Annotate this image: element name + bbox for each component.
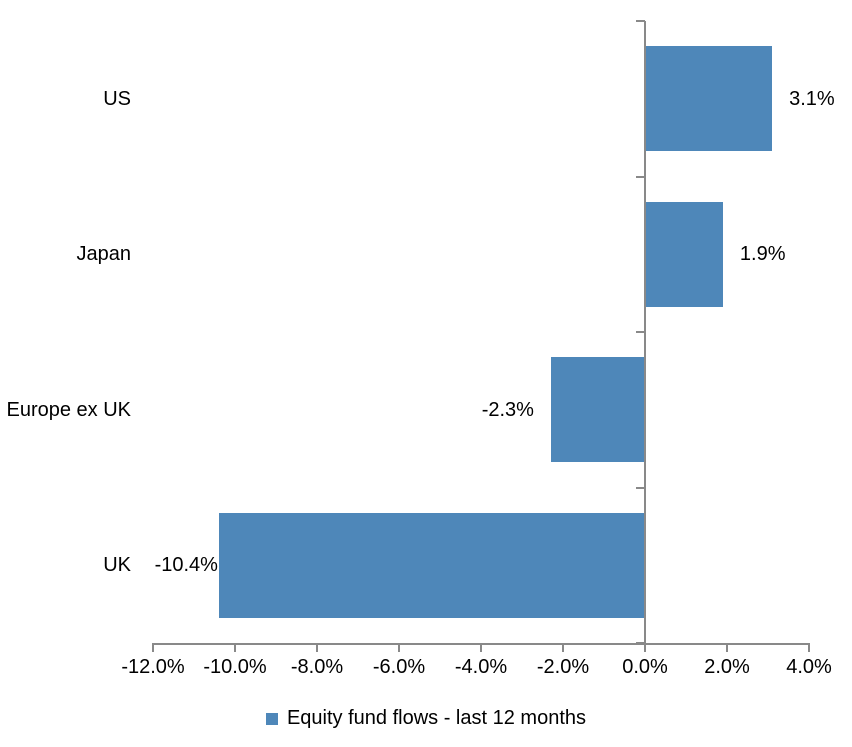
bar-uk (218, 512, 645, 618)
data-label: 3.1% (789, 87, 835, 110)
x-tick-label: -10.0% (203, 656, 267, 678)
x-axis-tick (726, 643, 728, 652)
data-label: -10.4% (154, 554, 218, 577)
bar-japan (645, 201, 723, 307)
x-tick-label: 0.0% (622, 656, 668, 678)
x-axis-tick (316, 643, 318, 652)
x-tick-label: -2.0% (536, 656, 590, 678)
category-label: Japan (76, 243, 132, 266)
x-axis-tick (398, 643, 400, 652)
x-tick-label: -12.0% (121, 656, 185, 678)
legend-label: Equity fund flows - last 12 months (286, 707, 587, 729)
y-axis-tick (636, 486, 645, 489)
data-label: 1.9% (739, 243, 786, 266)
zero-axis-line (644, 21, 646, 643)
bar-europe-ex-uk (550, 357, 645, 463)
x-axis-tick (808, 643, 810, 652)
x-tick-label: -6.0% (372, 656, 426, 678)
category-label: UK (103, 554, 131, 577)
legend: Equity fund flows - last 12 months (0, 707, 852, 730)
y-axis-tick (636, 175, 645, 178)
x-axis-tick (152, 643, 154, 652)
x-axis-tick (562, 643, 564, 652)
category-label: US (103, 87, 131, 110)
category-label: Europe ex UK (6, 398, 131, 421)
x-tick-label: 2.0% (704, 656, 750, 678)
legend-marker-square (265, 712, 278, 725)
x-tick-label: -8.0% (290, 656, 344, 678)
y-axis-tick (636, 331, 645, 333)
bar-us (645, 46, 773, 152)
x-tick-label: 4.0% (786, 656, 832, 678)
y-axis-tick (636, 642, 645, 644)
data-label: -2.3% (481, 398, 534, 421)
x-axis-tick (644, 643, 646, 652)
x-tick-label: -4.0% (454, 656, 508, 678)
x-axis-tick (234, 643, 236, 652)
y-axis-tick (636, 20, 645, 22)
x-axis-tick (480, 643, 482, 652)
